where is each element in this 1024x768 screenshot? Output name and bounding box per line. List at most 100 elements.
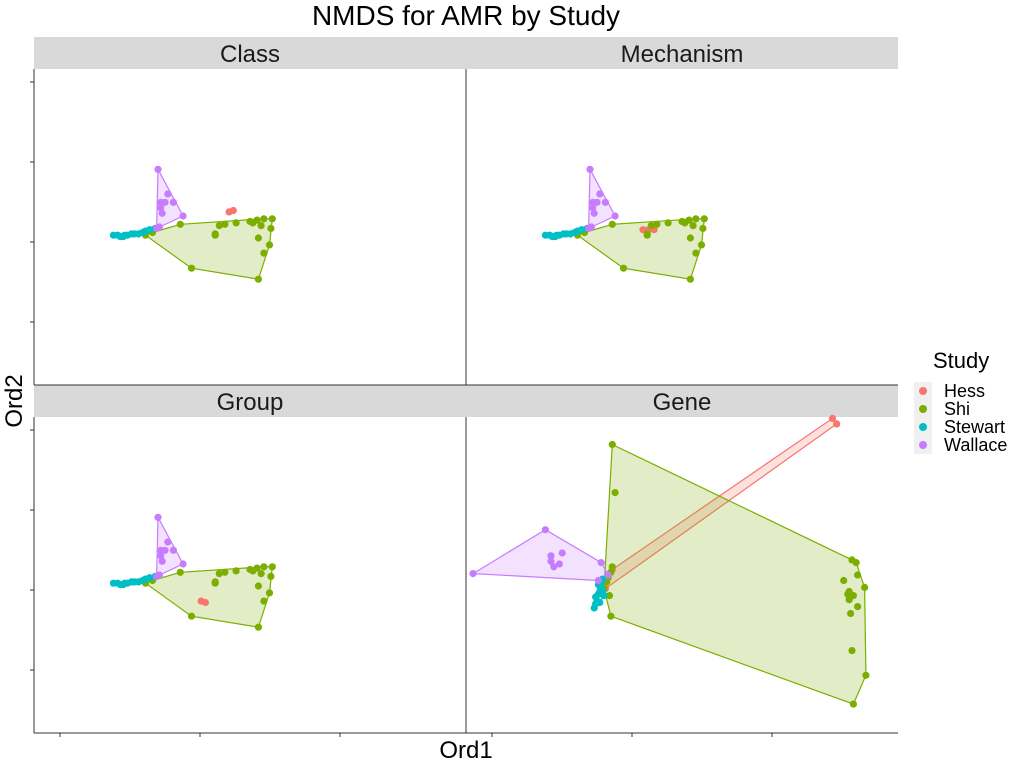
point-class-wallace xyxy=(164,190,172,198)
point-gene-shi xyxy=(840,576,848,585)
point-class-wallace xyxy=(157,198,165,206)
strip-label-class: Class xyxy=(220,41,280,68)
point-mechanism-stewart xyxy=(578,226,586,234)
point-mechanism-shi xyxy=(689,222,697,230)
point-class-shi xyxy=(187,264,196,272)
point-class-wallace xyxy=(169,198,177,206)
point-mechanism-wallace xyxy=(611,212,619,220)
point-mechanism-wallace xyxy=(601,198,610,206)
point-class-shi xyxy=(221,220,229,228)
point-group-shi xyxy=(187,612,196,620)
point-class-shi xyxy=(260,215,268,223)
legend-key-wallace xyxy=(919,441,927,449)
point-class-wallace xyxy=(154,165,162,173)
point-gene-shi xyxy=(607,612,615,620)
point-gene-shi xyxy=(854,571,862,579)
point-gene-stewart xyxy=(600,592,608,600)
point-class-shi xyxy=(232,219,240,227)
panel-class: Class xyxy=(34,37,466,385)
strip-mechanism xyxy=(466,37,898,69)
point-group-stewart xyxy=(146,574,154,582)
point-group-shi xyxy=(265,589,274,597)
point-mechanism-wallace xyxy=(586,165,594,173)
point-group-wallace xyxy=(169,546,177,554)
point-mechanism-shi xyxy=(608,220,616,228)
point-class-wallace xyxy=(153,224,161,232)
plot-area-group xyxy=(34,417,466,733)
legend-key-shi xyxy=(919,405,927,413)
point-gene-wallace xyxy=(550,563,558,571)
point-class-wallace xyxy=(157,204,165,212)
point-mechanism-shi xyxy=(664,219,672,227)
point-mechanism-wallace xyxy=(589,198,597,206)
legend-key-hess xyxy=(919,387,927,395)
legend-label-hess: Hess xyxy=(944,381,985,401)
legend-label-stewart: Stewart xyxy=(944,417,1005,437)
point-group-shi xyxy=(268,563,276,571)
point-gene-shi xyxy=(862,671,870,679)
point-mechanism-wallace xyxy=(590,209,598,217)
point-gene-wallace xyxy=(469,570,477,578)
point-group-shi xyxy=(253,564,261,572)
chart-title: NMDS for AMR by Study xyxy=(312,0,620,31)
legend-label-wallace: Wallace xyxy=(944,435,1007,455)
point-group-shi xyxy=(260,563,268,571)
point-mechanism-shi xyxy=(692,215,700,223)
point-group-shi xyxy=(215,570,223,578)
point-gene-shi xyxy=(849,592,858,600)
point-class-shi xyxy=(211,230,219,238)
point-mechanism-shi xyxy=(685,216,693,224)
point-gene-shi xyxy=(849,700,858,708)
point-mechanism-shi xyxy=(643,230,651,238)
point-gene-stewart xyxy=(590,604,598,612)
point-group-shi xyxy=(221,568,229,576)
point-mechanism-wallace xyxy=(596,190,604,198)
strip-label-gene: Gene xyxy=(653,389,712,416)
point-mechanism-shi xyxy=(692,249,700,257)
point-group-shi xyxy=(254,582,262,590)
point-gene-wallace xyxy=(555,560,564,568)
panel-mechanism: Mechanism xyxy=(466,37,898,385)
point-gene-shi xyxy=(608,440,616,449)
point-mechanism-shi xyxy=(699,224,707,232)
point-class-shi xyxy=(215,222,223,230)
point-gene-wallace xyxy=(594,576,603,585)
point-class-wallace xyxy=(158,209,166,217)
x-axis-title: Ord1 xyxy=(439,737,492,764)
legend-title: Study xyxy=(933,348,989,373)
point-class-shi xyxy=(265,241,274,249)
point-class-shi xyxy=(268,215,276,223)
point-gene-shi xyxy=(608,563,616,571)
point-group-shi xyxy=(260,597,268,605)
points-gene xyxy=(469,414,870,708)
point-gene-shi xyxy=(844,590,852,598)
point-group-wallace xyxy=(153,572,161,581)
point-gene-shi xyxy=(852,559,860,567)
point-gene-stewart xyxy=(596,598,604,607)
point-gene-shi xyxy=(611,489,619,497)
point-class-shi xyxy=(253,216,261,224)
y-axis-title: Ord2 xyxy=(1,374,28,427)
point-group-wallace xyxy=(164,538,172,546)
point-group-wallace xyxy=(157,546,165,554)
point-class-shi xyxy=(254,234,262,242)
legend-label-shi: Shi xyxy=(944,399,970,419)
panel-gene: Gene xyxy=(466,385,898,733)
point-group-hess xyxy=(197,597,205,605)
point-group-shi xyxy=(176,568,184,576)
point-mechanism-wallace xyxy=(589,204,597,212)
strip-group xyxy=(34,385,466,417)
point-gene-wallace xyxy=(547,552,555,560)
point-class-shi xyxy=(257,222,265,230)
strip-gene xyxy=(466,385,898,417)
point-mechanism-shi xyxy=(647,222,655,230)
point-group-wallace xyxy=(157,552,165,560)
panel-group: Group xyxy=(34,385,466,733)
plot-area-mechanism xyxy=(466,69,898,385)
point-gene-wallace xyxy=(604,571,612,579)
point-class-shi xyxy=(267,224,275,232)
strip-label-group: Group xyxy=(217,389,284,416)
point-group-shi xyxy=(267,572,275,581)
points-class xyxy=(109,165,276,283)
